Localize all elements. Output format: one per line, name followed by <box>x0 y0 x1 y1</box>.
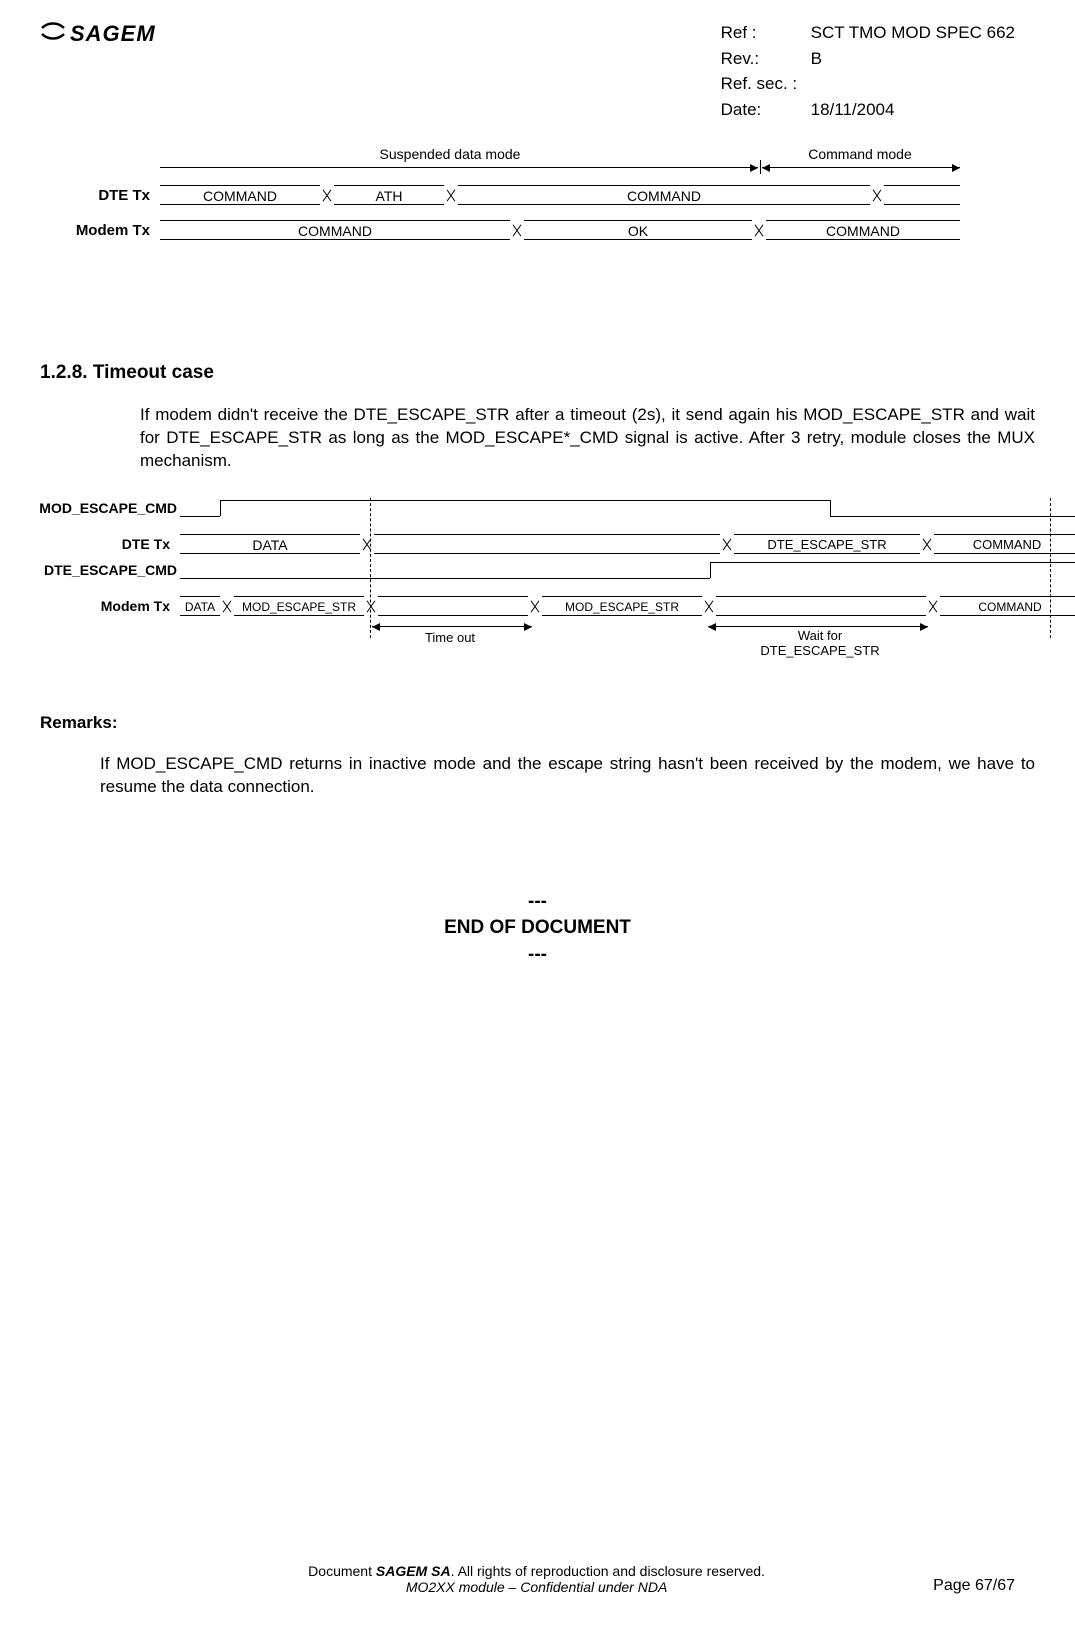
cross-icon <box>702 596 716 616</box>
doc-meta: Ref :SCT TMO MOD SPEC 662 Rev.:B Ref. se… <box>721 20 1015 122</box>
modem2-gap2 <box>716 596 926 616</box>
waitfor-label-2: DTE_ESCAPE_STR <box>730 643 910 658</box>
cross-icon <box>528 596 542 616</box>
mode-divider-tick <box>760 160 761 174</box>
date-value: 18/11/2004 <box>811 100 895 119</box>
remarks-heading: Remarks: <box>40 713 1035 733</box>
end-l1: --- <box>40 889 1035 916</box>
modem-seg-3: COMMAND <box>766 220 960 240</box>
cross-icon <box>364 596 378 616</box>
waitfor-label-1: Wait for <box>760 628 880 643</box>
cross-icon <box>752 220 766 240</box>
dte-seg-1: COMMAND <box>160 185 320 205</box>
sig <box>220 500 830 501</box>
section-paragraph: If modem didn't receive the DTE_ESCAPE_S… <box>140 404 1035 473</box>
dte2-seg-gap <box>374 534 720 554</box>
cross-icon <box>870 185 884 205</box>
modem-tx-label: Modem Tx <box>40 222 150 239</box>
date-label: Date: <box>721 97 811 123</box>
sig <box>830 500 831 516</box>
cross-icon <box>510 220 524 240</box>
page-header: SAGEM Ref :SCT TMO MOD SPEC 662 Rev.:B R… <box>40 20 1035 122</box>
sagem-logo-icon <box>40 20 66 48</box>
logo-text: SAGEM <box>70 21 156 47</box>
timeout-label: Time out <box>400 630 500 645</box>
footer-left: Document SAGEM SA. All rights of reprodu… <box>140 1563 933 1595</box>
remarks-text: If MOD_ESCAPE_CMD returns in inactive mo… <box>100 753 1035 799</box>
cross-icon <box>220 596 234 616</box>
end-l3: --- <box>40 942 1035 969</box>
command-mode-label: Command mode <box>780 146 940 162</box>
mod-escape-cmd-label: MOD_ESCAPE_CMD <box>22 500 177 516</box>
dte-tx-label-2: DTE Tx <box>40 536 170 552</box>
sagem-logo: SAGEM <box>40 20 156 48</box>
sig <box>180 516 220 517</box>
sig <box>710 562 1075 563</box>
command-span-line <box>762 167 960 168</box>
sig <box>830 516 1075 517</box>
ref-label: Ref : <box>721 20 811 46</box>
suspended-mode-label: Suspended data mode <box>340 146 560 162</box>
modem2-seg-3: MOD_ESCAPE_STR <box>542 596 702 616</box>
waitfor-span <box>708 626 928 627</box>
modem-tx-label-2: Modem Tx <box>40 598 170 614</box>
dte2-seg-2: DTE_ESCAPE_STR <box>734 534 920 554</box>
modem2-seg-1: DATA <box>180 596 220 616</box>
modem2-seg-2: MOD_ESCAPE_STR <box>234 596 364 616</box>
dte-seg-3: COMMAND <box>458 185 870 205</box>
refsec-label: Ref. sec. : <box>721 71 811 97</box>
dte-tx-label: DTE Tx <box>40 187 150 204</box>
dte-escape-cmd-label: DTE_ESCAPE_CMD <box>22 562 177 578</box>
sig <box>710 562 711 578</box>
footer-brand: SAGEM SA <box>376 1563 451 1579</box>
dte-seg-2: ATH <box>334 185 444 205</box>
sig <box>180 578 710 579</box>
footer-page: Page 67/67 <box>933 1577 1015 1595</box>
dte2-seg-3: COMMAND <box>934 534 1075 554</box>
footer-confidential: MO2XX module – Confidential under NDA <box>140 1579 933 1595</box>
footer-rights: . All rights of reproduction and disclos… <box>451 1563 765 1579</box>
rev-label: Rev.: <box>721 46 811 72</box>
cross-icon <box>444 185 458 205</box>
dte2-seg-1: DATA <box>180 534 360 554</box>
end-of-document: --- END OF DOCUMENT --- <box>40 889 1035 969</box>
cross-icon <box>720 534 734 554</box>
suspended-span-line <box>160 167 758 168</box>
modem-seg-1: COMMAND <box>160 220 510 240</box>
cross-icon <box>926 596 940 616</box>
timeout-span <box>372 626 532 627</box>
ref-value: SCT TMO MOD SPEC 662 <box>811 23 1015 42</box>
cross-icon <box>920 534 934 554</box>
rev-value: B <box>811 49 822 68</box>
cross-icon <box>360 534 374 554</box>
modem-seg-2: OK <box>524 220 752 240</box>
page-footer: Document SAGEM SA. All rights of reprodu… <box>40 1563 1035 1595</box>
dashed-marker-1 <box>370 498 371 638</box>
footer-doc-word: Document <box>308 1563 372 1579</box>
modem2-seg-4: COMMAND <box>940 596 1075 616</box>
modem2-gap1 <box>378 596 528 616</box>
dashed-marker-2 <box>1050 498 1051 638</box>
dte-seg-tail <box>884 185 960 205</box>
section-heading: 1.2.8. Timeout case <box>40 362 1035 384</box>
timing-diagram-1: Suspended data mode Command mode DTE Tx … <box>40 152 1035 282</box>
timing-diagram-2: MOD_ESCAPE_CMD DTE Tx DATA DTE_ESCAPE_ST… <box>40 498 1035 668</box>
end-l2: END OF DOCUMENT <box>40 915 1035 942</box>
sig <box>220 500 221 516</box>
cross-icon <box>320 185 334 205</box>
